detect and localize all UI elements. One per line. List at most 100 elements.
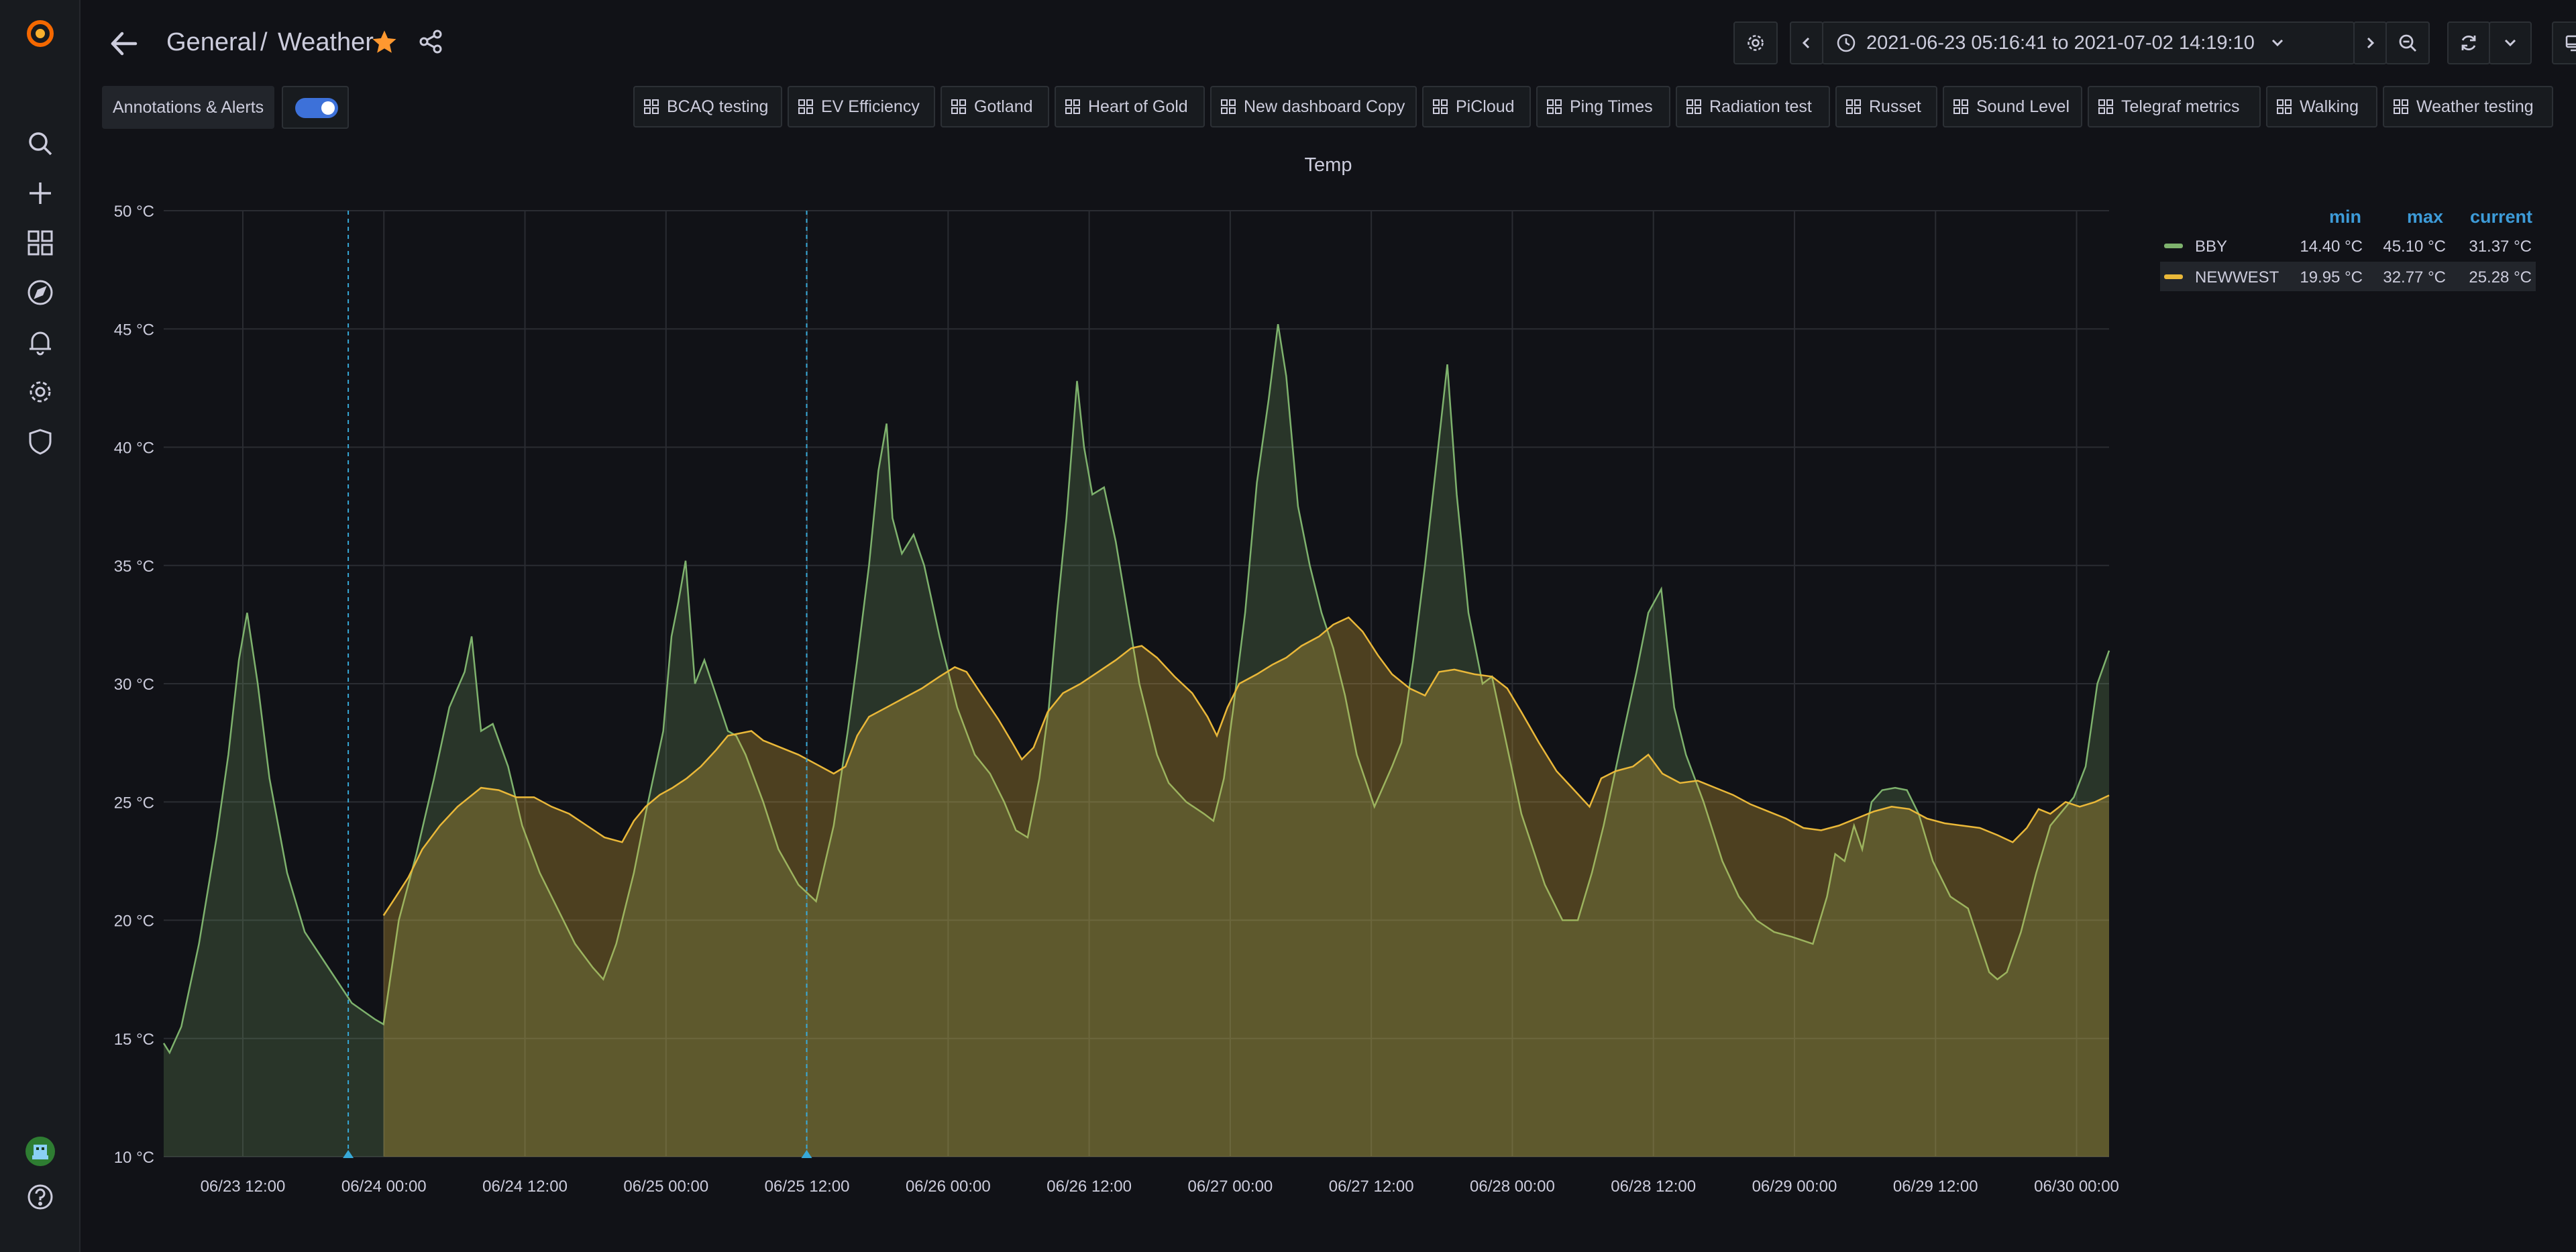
annotations-label: Annotations & Alerts <box>102 86 275 129</box>
refresh-icon <box>2461 36 2476 50</box>
legend-header-current[interactable]: current <box>2469 207 2532 227</box>
y-tick-label: 15 °C <box>114 1031 154 1049</box>
legend-series-name: BBY <box>2195 238 2228 256</box>
refresh-interval-dropdown[interactable] <box>2489 21 2532 64</box>
dashboard-link-walking[interactable]: Walking <box>2266 86 2377 127</box>
legend-row-bby[interactable]: BBY 14.40 °C 45.10 °C 31.37 °C <box>2160 231 2536 260</box>
dashboard-link-ev-efficiency[interactable]: EV Efficiency <box>788 86 935 127</box>
dashboard-link-gotland[interactable]: Gotland <box>941 86 1049 127</box>
legend-swatch-newwest[interactable] <box>2164 274 2183 279</box>
dashboard-link-label: Russet <box>1869 97 1921 116</box>
x-tick-label: 06/30 00:00 <box>2034 1178 2119 1196</box>
legend-current-value: 25.28 °C <box>2469 268 2532 286</box>
dashboards-icon <box>1846 99 1861 114</box>
shield-icon[interactable] <box>25 427 55 456</box>
dashboard-link-label: Telegraf metrics <box>2121 97 2240 116</box>
chevron-down-icon <box>2504 39 2516 47</box>
annotations-toggle[interactable] <box>295 98 338 118</box>
panel-title[interactable]: Temp <box>1304 154 1352 176</box>
dashboards-icon <box>951 99 966 114</box>
dashboard-link-weather-testing[interactable]: Weather testing <box>2383 86 2553 127</box>
dashboard-link-telegraf-metrics[interactable]: Telegraf metrics <box>2088 86 2261 127</box>
y-tick-label: 35 °C <box>114 558 154 576</box>
legend-current-value: 31.37 °C <box>2469 238 2532 256</box>
chevron-left-icon <box>1802 37 1810 49</box>
dashboards-icon <box>1221 99 1236 114</box>
clock-icon <box>1837 34 1856 52</box>
dashboards-icon <box>1065 99 1080 114</box>
x-tick-label: 06/23 12:00 <box>201 1178 286 1196</box>
annotations-toggle-wrapper[interactable] <box>282 86 349 129</box>
legend-max-value: 32.77 °C <box>2383 268 2446 286</box>
dashboards-icon <box>1686 99 1701 114</box>
legend-header-min[interactable]: min <box>2328 207 2361 227</box>
share-icon[interactable] <box>417 28 444 55</box>
dashboard-link-label: New dashboard Copy <box>1244 97 1405 116</box>
time-shift-back-button[interactable] <box>1790 21 1823 64</box>
dashboard-link-label: BCAQ testing <box>667 97 769 116</box>
series-area-newwest <box>383 617 2109 1157</box>
dashboard-link-label: Radiation test <box>1709 97 1812 116</box>
legend-swatch-bby[interactable] <box>2164 244 2183 248</box>
series-line-bby <box>162 324 2110 1055</box>
dashboard-link-label: Heart of Gold <box>1088 97 1188 116</box>
legend-row-newwest[interactable]: NEWWEST 19.95 °C 32.77 °C 25.28 °C <box>2160 262 2536 291</box>
legend-max-value: 45.10 °C <box>2383 238 2446 256</box>
dashboards-icon <box>798 99 813 114</box>
user-avatar-icon[interactable] <box>25 1137 55 1166</box>
dashboards-icon <box>2098 99 2113 114</box>
dashboard-link-radiation-test[interactable]: Radiation test <box>1676 86 1830 127</box>
star-icon[interactable] <box>370 28 398 56</box>
zoom-out-button[interactable] <box>2385 21 2430 64</box>
dashboard-link-label: Gotland <box>974 97 1033 116</box>
annotation-marker <box>343 1150 354 1158</box>
time-range-picker[interactable]: 2021-06-23 05:16:41 to 2021-07-02 14:19:… <box>1822 21 2355 64</box>
grafana-logo-icon[interactable] <box>25 19 55 48</box>
x-tick-label: 06/24 12:00 <box>482 1178 568 1196</box>
x-tick-label: 06/27 00:00 <box>1187 1178 1273 1196</box>
alerting-icon[interactable] <box>25 327 55 357</box>
dashboards-icon <box>1953 99 1968 114</box>
dashboards-icon <box>1547 99 1562 114</box>
dashboards-icon <box>2394 99 2408 114</box>
plus-icon[interactable] <box>25 178 55 208</box>
breadcrumb-folder[interactable]: General <box>166 28 258 56</box>
x-tick-label: 06/29 12:00 <box>1893 1178 1978 1196</box>
dashboard-link-picloud[interactable]: PiCloud <box>1422 86 1531 127</box>
dashboard-link-bcaq-testing[interactable]: BCAQ testing <box>633 86 782 127</box>
back-arrow-icon[interactable] <box>107 27 141 60</box>
dashboard-title[interactable]: Weather <box>278 28 374 56</box>
time-shift-forward-button[interactable] <box>2353 21 2387 64</box>
help-icon[interactable] <box>25 1182 55 1212</box>
dashboard-link-label: PiCloud <box>1456 97 1515 116</box>
zoom-out-icon <box>2399 34 2416 52</box>
dashboard-link-russet[interactable]: Russet <box>1835 86 1937 127</box>
temp-graph[interactable]: 10 °C 15 °C 20 °C 25 °C 30 °C 35 °C 40 °C 45 °C… <box>80 188 2160 1221</box>
y-tick-label: 20 °C <box>114 912 154 931</box>
x-tick-label: 06/25 12:00 <box>765 1178 850 1196</box>
time-range-label: 2021-06-23 05:16:41 to 2021-07-02 14:19:… <box>1866 32 2255 54</box>
chevron-right-icon <box>2367 37 2375 49</box>
dashboard-link-ping-times[interactable]: Ping Times <box>1536 86 1670 127</box>
annotation-marker <box>801 1150 812 1158</box>
dashboard-link-label: Walking <box>2300 97 2359 116</box>
dashboard-link-sound-level[interactable]: Sound Level <box>1943 86 2082 127</box>
dashboard-link-new-dashboard-copy[interactable]: New dashboard Copy <box>1210 86 1417 127</box>
legend-header-max[interactable]: max <box>2406 207 2443 227</box>
y-tick-label: 40 °C <box>114 439 154 458</box>
y-tick-label: 50 °C <box>114 203 154 221</box>
dashboards-icon <box>644 99 659 114</box>
y-tick-label: 10 °C <box>114 1149 154 1167</box>
refresh-button[interactable] <box>2447 21 2490 64</box>
legend-min-value: 19.95 °C <box>2300 268 2363 286</box>
dashboard-link-heart-of-gold[interactable]: Heart of Gold <box>1055 86 1205 127</box>
monitor-icon <box>2565 35 2576 52</box>
dashboard-settings-button[interactable] <box>1733 21 1778 64</box>
tv-mode-button[interactable] <box>2552 21 2576 64</box>
x-tick-label: 06/28 00:00 <box>1470 1178 1555 1196</box>
gear-icon[interactable] <box>25 377 55 407</box>
search-icon[interactable] <box>25 129 55 158</box>
breadcrumb-separator: / <box>260 28 268 56</box>
dashboards-icon[interactable] <box>25 228 55 258</box>
explore-icon[interactable] <box>25 278 55 307</box>
